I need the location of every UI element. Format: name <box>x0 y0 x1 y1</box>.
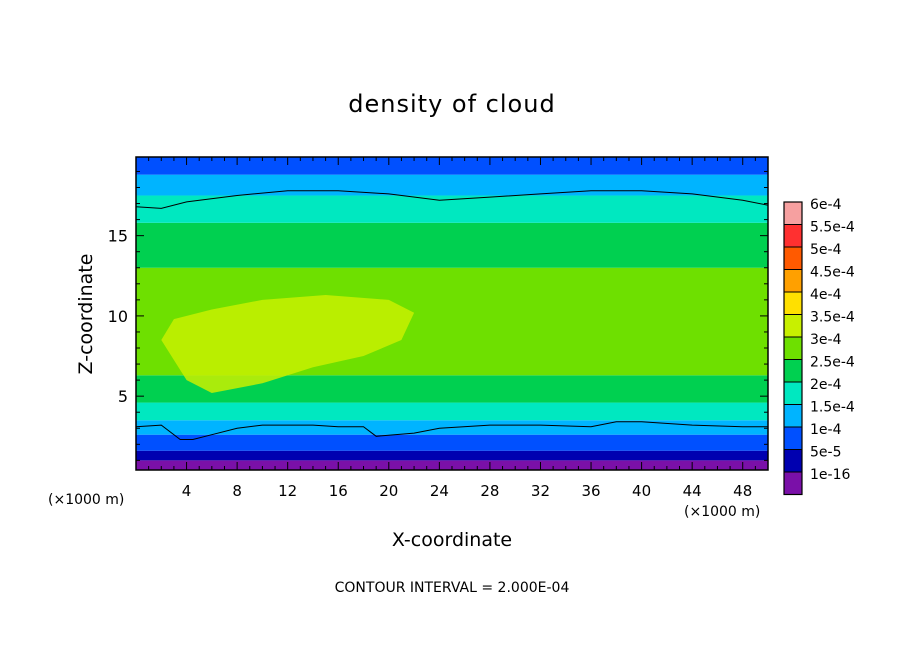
y-tick-label: 15 <box>108 227 128 246</box>
colorbar-label: 5.5e-4 <box>810 220 855 236</box>
contour-line <box>135 421 768 440</box>
x-tick-label: 24 <box>430 482 449 500</box>
colorbar-swatch <box>783 449 803 473</box>
colorbar-label: 5e-4 <box>810 242 842 258</box>
density-band <box>136 450 768 461</box>
chart-title: density of cloud <box>348 90 555 118</box>
y-tick-label: 5 <box>118 387 128 406</box>
colorbar-label: 4e-4 <box>810 287 842 303</box>
density-band <box>136 195 768 223</box>
colorbar-swatch <box>783 426 803 450</box>
y-tick-label: 10 <box>108 307 128 326</box>
colorbar-swatch <box>783 336 803 360</box>
x-tick-label: 44 <box>683 482 702 500</box>
x-tick-label: 8 <box>232 482 242 500</box>
x-tick-label: 4 <box>182 482 192 500</box>
colorbar: 6e-4 5.5e-4 5e-4 4.5e-4 4e-4 3.5e-4 3e-4 2.5e-4… <box>783 197 855 496</box>
contour-plot-area <box>135 157 769 470</box>
y-axis-unit: (×1000 m) <box>48 492 124 508</box>
colorbar-label: 5e-5 <box>810 445 841 461</box>
density-band <box>136 157 768 175</box>
colorbar-label: 3.5e-4 <box>810 310 855 326</box>
colorbar-swatch <box>783 359 803 383</box>
colorbar-swatch <box>783 201 803 225</box>
x-tick-label: 28 <box>480 482 499 500</box>
colorbar-swatch <box>783 381 803 405</box>
colorbar-swatch <box>783 246 803 270</box>
colorbar-swatch <box>783 269 803 293</box>
x-tick-label: 12 <box>278 482 297 500</box>
x-axis-unit: (×1000 m) <box>684 504 760 520</box>
x-axis-label: X-coordinate <box>392 529 512 551</box>
density-maximum-region <box>161 295 415 393</box>
y-axis-label: Z-coordinate <box>75 254 97 375</box>
x-tick-label: 32 <box>531 482 550 500</box>
colorbar-label: 4.5e-4 <box>810 265 855 281</box>
colorbar-swatch <box>783 314 803 338</box>
contour-interval-label: CONTOUR INTERVAL = 2.000E-04 <box>335 580 570 596</box>
density-band <box>136 460 768 470</box>
x-tick-label: 48 <box>733 482 752 500</box>
colorbar-label: 2e-4 <box>810 377 842 393</box>
colorbar-label: 1.5e-4 <box>810 400 855 416</box>
x-tick-label: 36 <box>581 482 600 500</box>
density-band <box>136 402 768 421</box>
colorbar-frame <box>783 201 803 496</box>
colorbar-swatch <box>783 224 803 248</box>
contour-line <box>135 190 769 209</box>
colorbar-label: 3e-4 <box>810 332 842 348</box>
colorbar-label: 2.5e-4 <box>810 355 855 371</box>
colorbar-swatch <box>783 404 803 428</box>
colorbar-label: 1e-4 <box>810 422 842 438</box>
density-band <box>136 434 768 451</box>
colorbar-swatch <box>783 291 803 315</box>
density-band <box>136 222 768 268</box>
colorbar-label: 1e-16 <box>810 467 850 483</box>
colorbar-swatch <box>783 471 803 495</box>
x-tick-label: 16 <box>329 482 348 500</box>
colorbar-label: 6e-4 <box>810 197 842 213</box>
x-tick-label: 40 <box>632 482 651 500</box>
x-tick-label: 20 <box>379 482 398 500</box>
